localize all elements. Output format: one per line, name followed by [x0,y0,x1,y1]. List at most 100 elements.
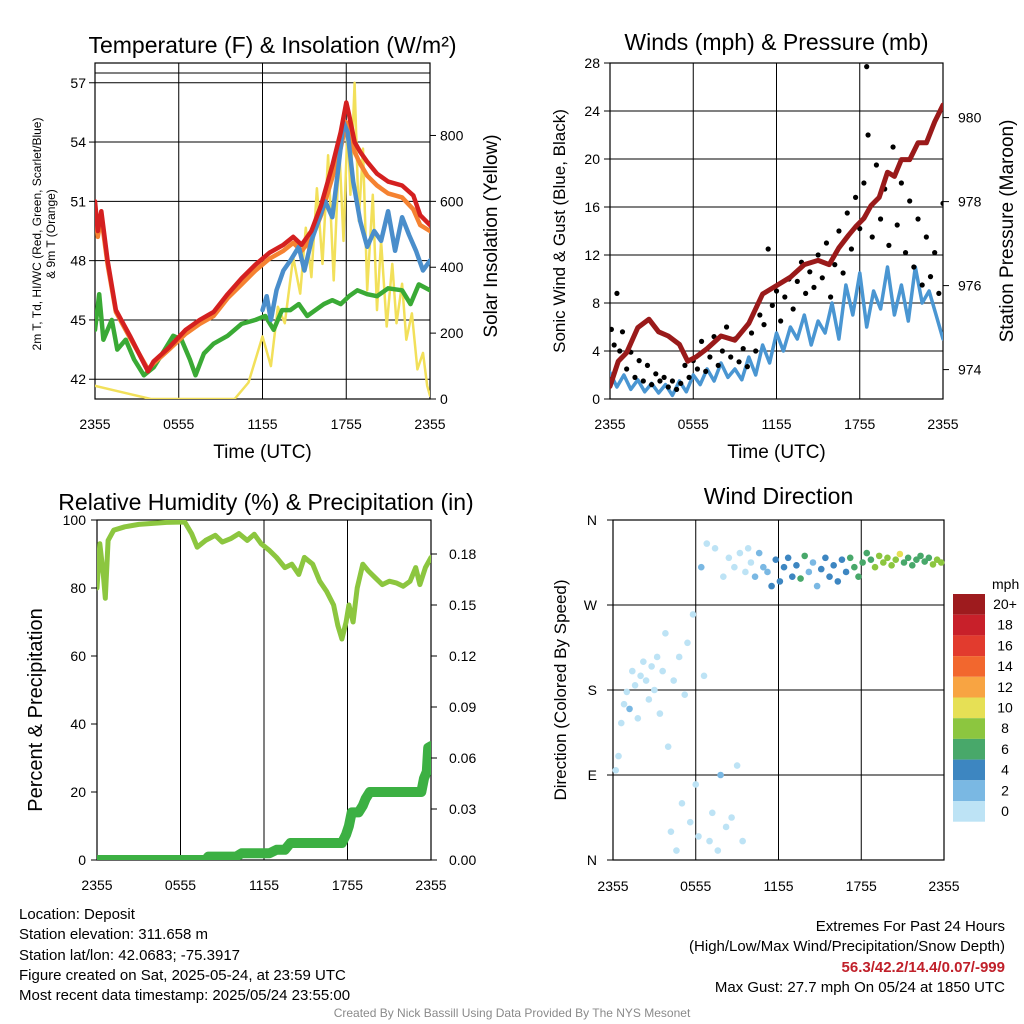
extremes-title: Extremes For Past 24 Hours [815,918,1005,935]
wind-frame [609,62,944,400]
wind-gust-point [678,380,684,386]
temp-x-tick-label: 1755 [331,416,362,432]
wind-gust-point [823,240,830,246]
rh-x-tick-label: 1755 [332,877,363,893]
wind-gust-point [873,162,880,168]
dir-direction-point [697,563,705,571]
wind-gust-point [778,318,784,324]
elevation-text: Station elevation: 311.658 m [19,926,209,944]
dir-legend-label: 16 [997,637,1013,653]
dir-direction-point [871,563,879,571]
dir-direction-point [689,611,697,618]
wind-gust-point [915,216,921,222]
wind-gust-point [769,302,775,308]
wind-gust-point [665,384,671,390]
temp-y2-tick-label: 200 [440,325,464,341]
wind-gust-point [927,274,934,280]
wind-y2-tick-label: 980 [958,110,982,126]
wind-gust-point [940,200,943,206]
wind-x-tick-label: 0555 [678,416,709,432]
extremes-values: 56.3/42.2/14.4/0.07/-999 [841,958,1005,976]
dir-x-tick-label: 2355 [597,878,628,894]
dir-legend-swatch [953,697,985,719]
temp-y-tick-label: 57 [70,75,86,91]
dir-direction-point [667,828,675,835]
rh-y-tick-label: 0 [78,852,86,868]
rh-x-tick-label: 1155 [249,877,279,893]
dir-direction-point [896,550,904,558]
dir-direction-point [642,677,650,684]
dir-y-tick-label: E [588,767,597,783]
wind-series-pressure [610,102,943,389]
wind-y-tick-label: 8 [592,295,600,311]
dir-direction-point [851,563,858,571]
dir-direction-point [875,552,883,560]
dir-direction-point [664,743,672,750]
created-text: Figure created on Sat, 2025-05-24, at 23… [19,966,346,984]
extremes-legend: (High/Low/Max Wind/Precipitation/Snow De… [689,938,1005,956]
dir-legend-label: 14 [997,658,1013,674]
rh-y2-tick-label: 0.12 [449,648,476,664]
wind-gust-point [744,364,750,370]
dir-legend-swatch [953,780,985,801]
temp-ylabel-line2: & 9m T (Orange) [44,189,58,279]
rh-y-tick-label: 100 [63,512,87,528]
dir-x-tick-label: 1155 [763,878,793,894]
wind-y-tick-label: 16 [584,199,600,215]
rh-series-precip [97,741,431,860]
rh-y2-tick-label: 0.03 [449,801,476,817]
wind-gust-point [753,348,759,354]
wind-gust-point [840,270,846,276]
dir-direction-point [706,837,713,845]
dir-direction-point [620,700,628,708]
dir-direction-point [733,762,741,769]
dir-direction-point [681,691,689,699]
wind-gust-point [852,194,859,200]
dir-direction-point [834,578,842,585]
dir-direction-point [673,847,680,854]
rh-y2-tick-label: 0.06 [449,750,476,766]
dir-direction-point [817,565,825,573]
dir-x-tick-label: 0555 [680,878,711,894]
wind-gust-point [902,250,909,256]
dir-legend-swatch [953,594,985,615]
wind-gust-point [761,322,767,328]
dir-direction-point [855,573,862,580]
dir-legend-swatch [953,635,985,657]
temp-y2-tick-label: 400 [440,259,464,275]
dir-direction-point [884,554,891,562]
wind-gust-point [911,264,917,270]
dir-direction-point [617,719,625,727]
dir-legend-label: 8 [1001,720,1009,736]
wind-gust-point [748,330,755,336]
dir-direction-point [880,559,887,566]
wind-gust-point [877,216,884,222]
wind-gust-point [861,180,867,186]
dir-direction-point [772,556,780,563]
rh-y-tick-label: 40 [70,716,86,732]
wind-x-tick-label: 1755 [844,416,875,432]
dir-direction-point [742,568,749,576]
rh-x-tick-label: 2355 [81,877,112,893]
wind-gust-point [936,290,942,296]
rh-frame [96,519,432,861]
dir-direction-point [925,554,933,562]
wind-gust-point [703,368,709,374]
dir-legend-label: 2 [1001,782,1009,798]
dir-direction-point [720,573,727,580]
dir-legend-swatch [953,759,985,781]
temp-y2-tick-label: 800 [440,127,464,143]
wind-gust-point [682,362,688,368]
temp-ylabel-line1: 2m T, Td, HI/WC (Red, Green, Scarlet/Blu… [30,118,44,351]
dir-direction-point [822,554,829,562]
dir-direction-point [711,545,719,552]
dir-direction-point [892,556,900,563]
dir-direction-point [863,549,871,557]
dir-direction-point [645,696,653,703]
dir-direction-point [662,630,669,637]
wind-gust-point [828,294,834,300]
credit-text: Created By Nick Bassill Using Data Provi… [333,1006,691,1020]
wind-x-tick-label: 1155 [761,416,791,432]
wind-gust-point [811,284,817,290]
wind-gust-point [848,246,855,252]
